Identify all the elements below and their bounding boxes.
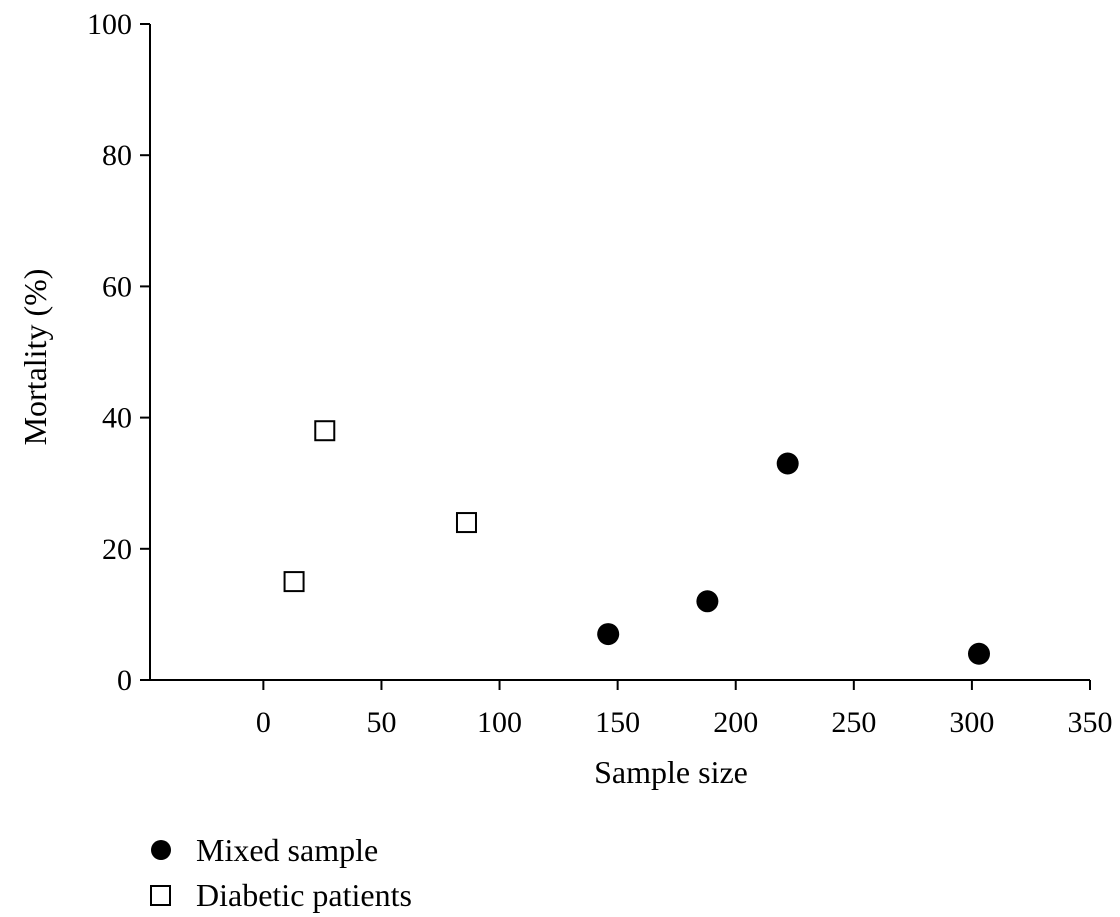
- y-tick-label: 60: [102, 270, 132, 303]
- point-diabetic-patients-0: [283, 571, 305, 593]
- point-mixed-sample-2: [776, 452, 799, 475]
- point-diabetic-patients-1: [314, 420, 336, 442]
- y-tick-label: 40: [102, 402, 132, 435]
- legend-marker-open-square: [150, 885, 171, 906]
- x-tick-label: 150: [595, 706, 640, 739]
- point-diabetic-patients-2: [455, 512, 477, 534]
- point-mixed-sample-1: [696, 590, 719, 613]
- y-tick-label: 0: [117, 664, 132, 697]
- y-tick-label: 20: [102, 533, 132, 566]
- x-tick-label: 300: [949, 706, 994, 739]
- legend-marker-filled-circle: [151, 840, 171, 860]
- y-tick-label: 100: [87, 8, 132, 41]
- legend-item-mixed-sample: Mixed sample: [151, 832, 378, 868]
- point-mixed-sample-3: [967, 642, 990, 665]
- data-points: [283, 420, 990, 665]
- legend: Mixed sample Diabetic patients: [150, 832, 412, 913]
- axes: [149, 24, 1090, 681]
- legend-item-diabetic-patients: Diabetic patients: [150, 877, 412, 913]
- y-ticks: 0 20 40 60 80 100: [87, 8, 150, 697]
- y-axis-title: Mortality (%): [17, 269, 53, 446]
- x-tick-label: 200: [713, 706, 758, 739]
- x-tick-label: 50: [366, 706, 396, 739]
- x-tick-label: 100: [477, 706, 522, 739]
- x-tick-label: 0: [256, 706, 271, 739]
- legend-label-mixed-sample: Mixed sample: [196, 832, 378, 868]
- legend-label-diabetic-patients: Diabetic patients: [196, 877, 412, 913]
- x-axis-title: Sample size: [594, 754, 748, 790]
- x-tick-label: 250: [831, 706, 876, 739]
- x-ticks: 0 50 100 150 200 250 300 350: [256, 680, 1113, 739]
- x-tick-label: 350: [1068, 706, 1113, 739]
- point-mixed-sample-0: [597, 623, 620, 646]
- y-tick-label: 80: [102, 139, 132, 172]
